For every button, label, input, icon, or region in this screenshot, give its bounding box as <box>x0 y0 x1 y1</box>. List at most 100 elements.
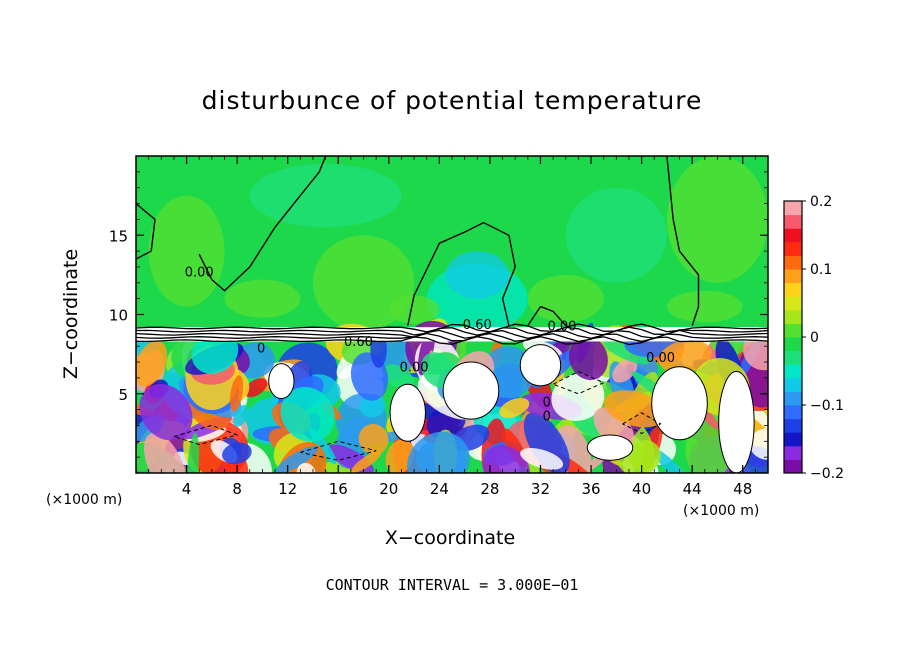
colorbar-swatch <box>784 214 802 229</box>
turbulence-blob <box>139 383 193 441</box>
x-tick-label: 48 <box>733 480 752 498</box>
colorbar-swatch <box>784 391 802 406</box>
upper-patch-10 <box>666 290 743 323</box>
colorbar-swatch <box>784 445 802 460</box>
x-axis-label: X−coordinate <box>384 527 516 549</box>
turbulence-blob <box>520 448 564 470</box>
upper-patch-8 <box>224 279 301 318</box>
turbulence-blob <box>482 445 530 473</box>
turbulence-blob <box>359 394 386 418</box>
x-tick-label: 44 <box>683 480 702 498</box>
colorbar-swatch <box>784 255 802 270</box>
zero-contour-3 <box>666 156 700 326</box>
contour-label: 0.60 <box>344 335 373 350</box>
x-tick-label: 40 <box>632 480 651 498</box>
turbulence-blob <box>407 431 470 473</box>
upper-patch-9 <box>388 295 440 325</box>
colorbar-swatch <box>784 241 802 256</box>
turbulence-blob <box>612 358 638 383</box>
y-tick-label: 15 <box>109 227 128 245</box>
colorbar-swatch <box>784 282 802 297</box>
negative-contour-3 <box>622 412 662 434</box>
turbulence-blob <box>233 404 249 427</box>
inversion-contour-1 <box>136 326 768 336</box>
x-tick-label: 4 <box>182 480 192 498</box>
white-cell-4 <box>718 371 755 473</box>
turbulence-blob <box>749 428 768 460</box>
contour-label: 0 <box>543 395 551 410</box>
zero-contour-0 <box>198 156 327 292</box>
colorbar-tick-label: 0.2 <box>810 194 832 210</box>
upper-patch-6 <box>249 163 402 228</box>
turbulence-blob <box>658 339 712 374</box>
turbulence-blob <box>187 432 200 473</box>
colorbar-swatch <box>784 459 802 474</box>
turbulence-blob <box>222 442 252 465</box>
upper-patch-0 <box>148 195 225 307</box>
colorbar-swatch <box>784 364 802 379</box>
upper-patch-3 <box>445 251 509 299</box>
contour-label: 0 <box>543 410 551 425</box>
x-tick-label: 12 <box>278 480 297 498</box>
contour-label: 0.00 <box>646 351 675 366</box>
turbulence-blob <box>385 439 415 473</box>
y-axis-label: Z−coordinate <box>60 248 82 380</box>
zero-contour-4 <box>136 203 156 260</box>
y-tick-label: 10 <box>109 307 128 325</box>
turbulence-blob <box>244 378 268 398</box>
upper-patch-1 <box>312 235 415 331</box>
turbulence-blob <box>280 386 335 442</box>
contour-interval-note: CONTOUR INTERVAL = 3.000E−01 <box>325 576 579 594</box>
turbulence-blob <box>551 373 605 421</box>
colorbar-swatch <box>784 432 802 447</box>
inversion-contour-0 <box>136 323 768 333</box>
x-tick-label: 32 <box>531 480 550 498</box>
contour-label: 0.00 <box>185 265 214 280</box>
colorbar-swatch <box>784 405 802 420</box>
white-cell-2 <box>389 383 426 442</box>
chart-title: disturbunce of potential temperature <box>201 86 703 115</box>
turbulence-blob <box>136 340 168 387</box>
upper-patch-7 <box>565 187 667 283</box>
turbulence-blob <box>604 390 666 428</box>
inversion-contour-3 <box>136 332 768 343</box>
inversion-contour-4 <box>136 336 768 346</box>
colorbar-tick-label: −0.1 <box>810 398 844 414</box>
turbulence-blob <box>738 445 768 473</box>
contour-label: 0.00 <box>400 361 429 376</box>
white-cell-0 <box>442 361 500 420</box>
x-tick-label: 20 <box>379 480 398 498</box>
colorbar-tick-label: 0 <box>810 330 819 346</box>
x-tick-label: 8 <box>232 480 242 498</box>
x-unit-label-left: (×1000 m) <box>46 492 123 508</box>
upper-patch-5 <box>666 156 768 283</box>
zero-contour-1 <box>407 221 516 326</box>
y-tick-label: 5 <box>118 386 128 404</box>
turbulence-blob <box>568 335 608 381</box>
colorbar-swatch <box>784 418 802 433</box>
colorbar-swatch <box>784 309 802 324</box>
x-tick-label: 16 <box>329 480 348 498</box>
colorbar-swatch <box>784 337 802 352</box>
colorbar-swatch <box>784 323 802 338</box>
contour-label: 0.60 <box>463 318 492 333</box>
colorbar-swatch <box>784 296 802 311</box>
colorbar-tick-label: 0.1 <box>810 262 832 278</box>
turbulence-blob <box>603 339 650 365</box>
colorbar-tick-label: −0.2 <box>810 466 844 482</box>
turbulence-blob <box>229 375 244 412</box>
white-cell-5 <box>268 363 295 400</box>
colorbar-swatch <box>784 201 802 216</box>
turbulence-blob <box>275 446 318 473</box>
zero-contour-2 <box>527 305 567 327</box>
x-tick-label: 36 <box>581 480 600 498</box>
colorbar-swatch <box>784 377 802 392</box>
white-cell-3 <box>651 366 708 441</box>
colorbar-swatch <box>784 350 802 365</box>
x-unit-label-right: (×1000 m) <box>683 503 760 519</box>
turbulence-blob <box>652 448 694 473</box>
negative-contour-0 <box>173 424 239 446</box>
